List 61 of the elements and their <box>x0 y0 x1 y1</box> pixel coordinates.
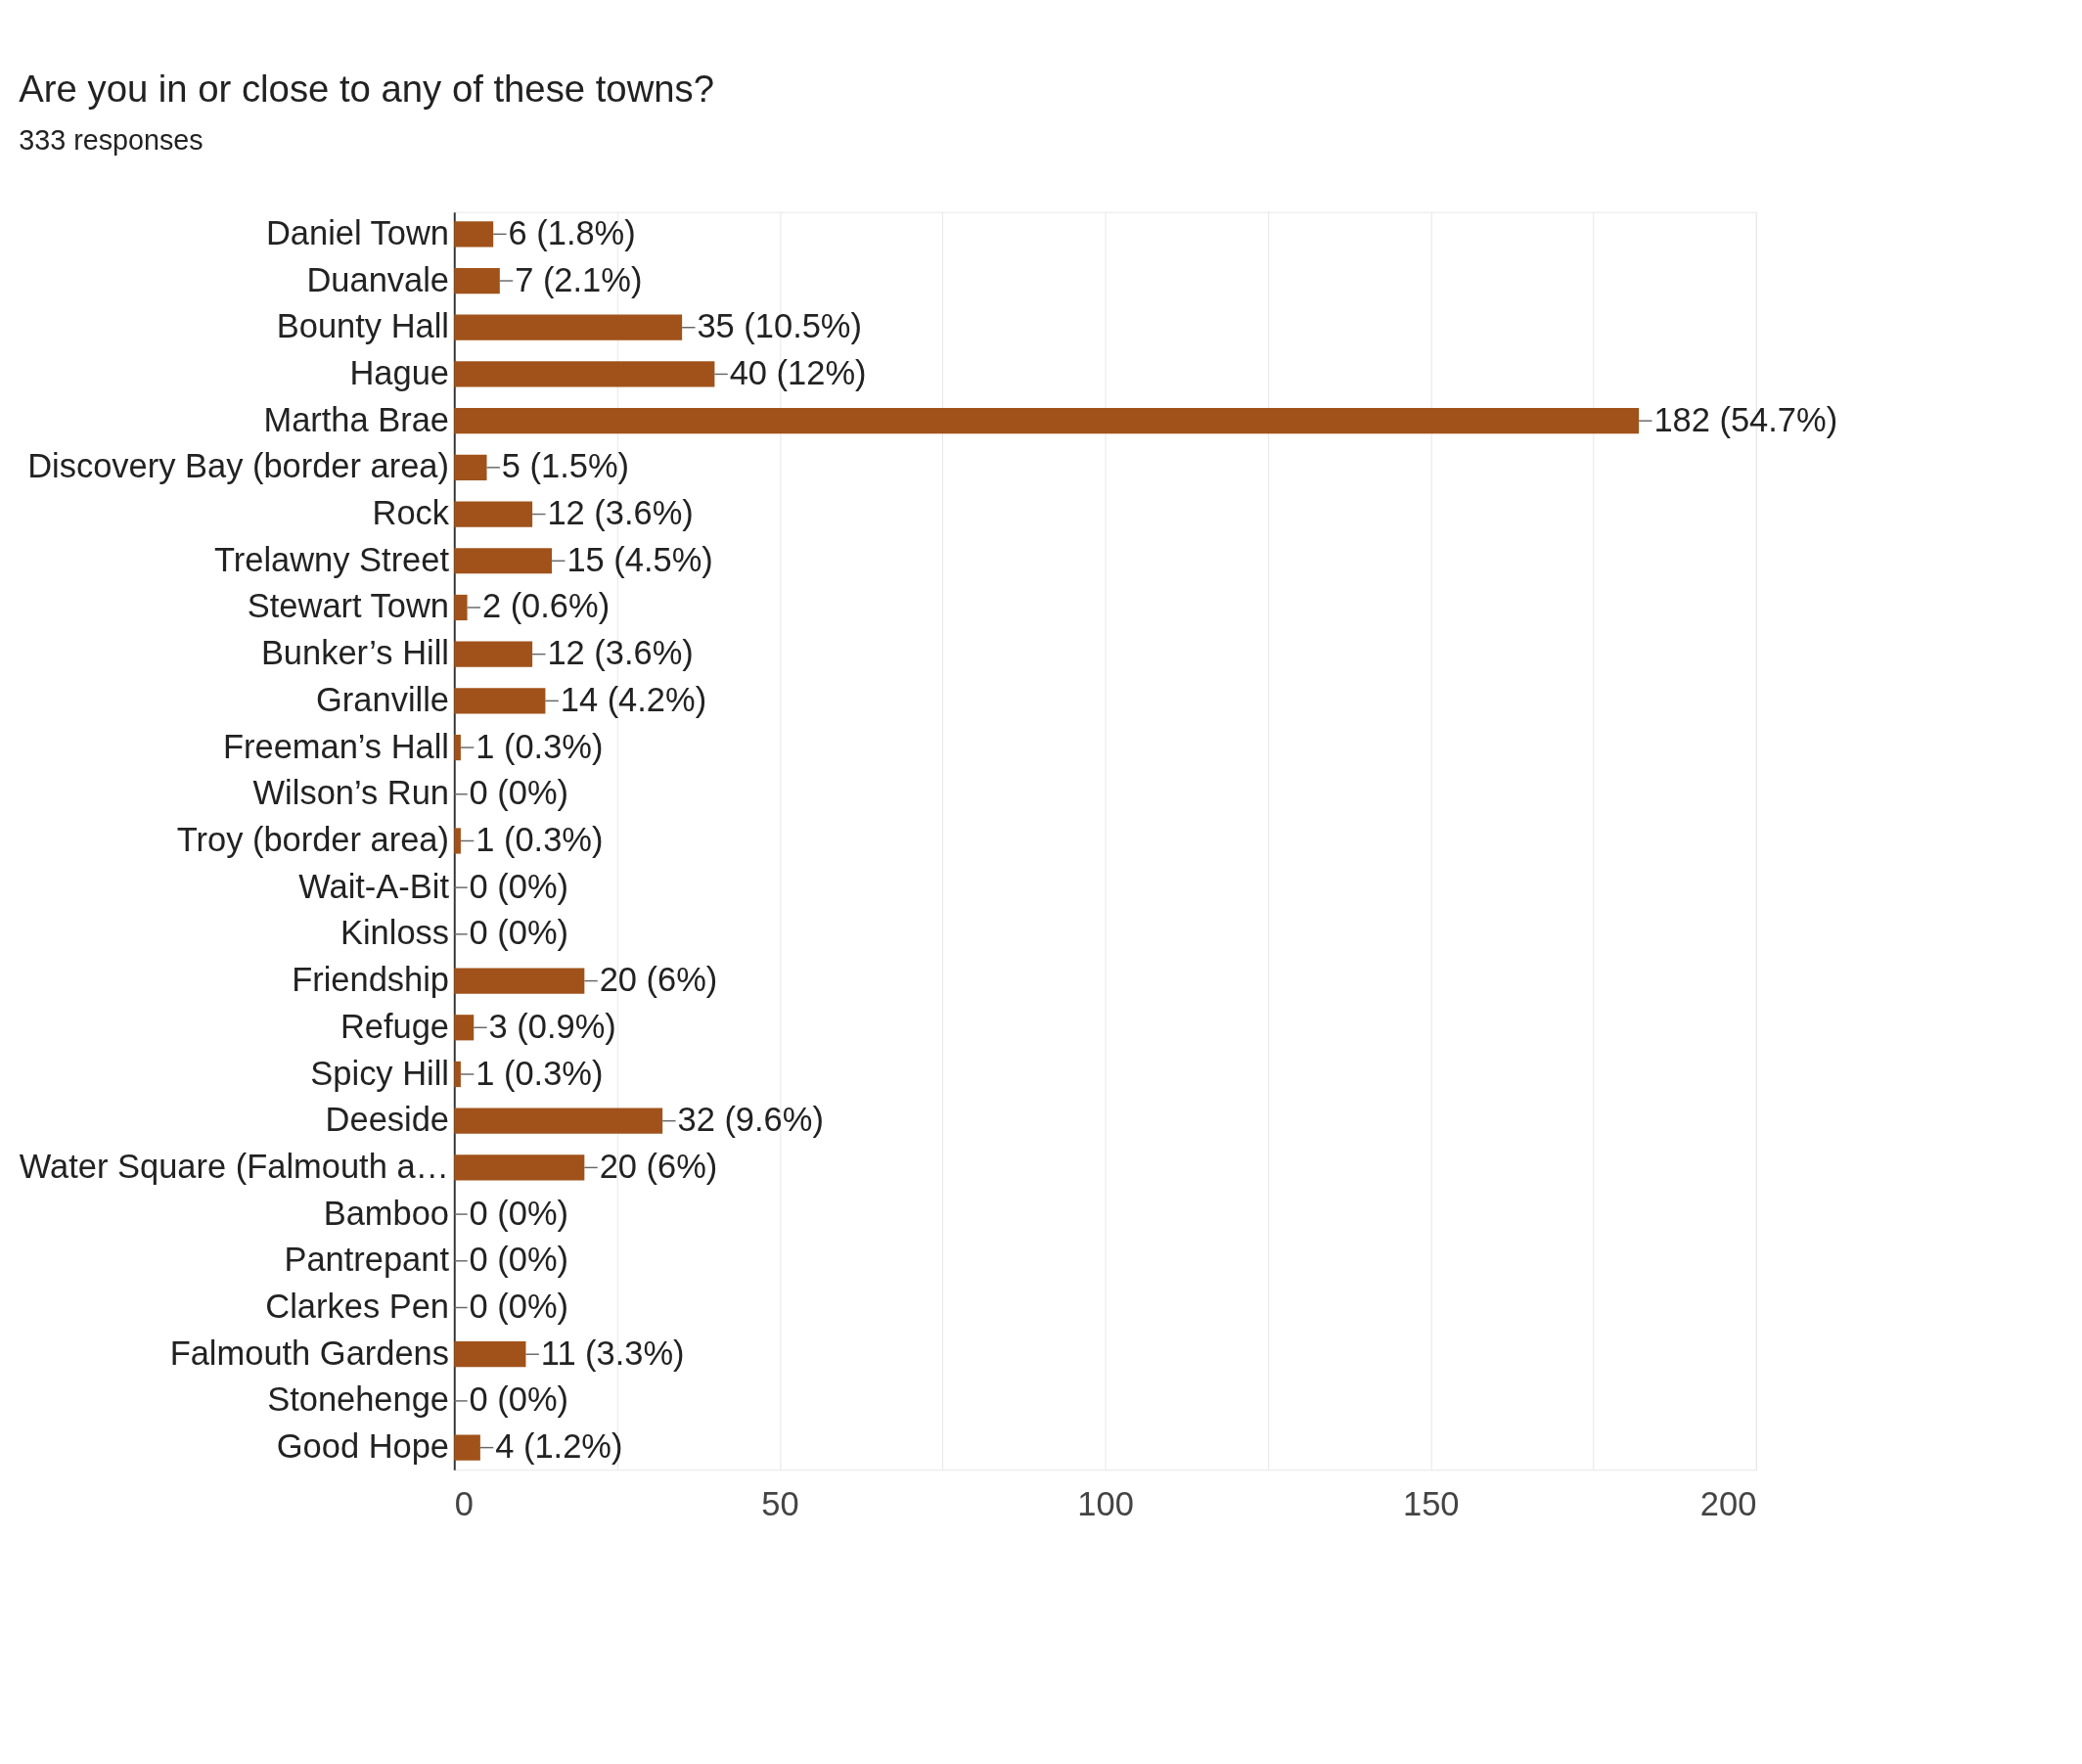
data-label: 15 (4.5%) <box>566 540 713 578</box>
data-label: 0 (0%) <box>469 774 569 812</box>
y-tick-label: Wait-A-Bit <box>298 867 450 905</box>
data-label: 20 (6%) <box>599 1147 718 1185</box>
data-label: 0 (0%) <box>469 1380 569 1419</box>
data-label: 182 (54.7%) <box>1653 400 1838 438</box>
x-tick-label: 100 <box>1077 1484 1134 1522</box>
data-label: 1 (0.3%) <box>475 727 604 765</box>
y-tick-label: Discovery Bay (border area) <box>27 447 450 485</box>
data-label: 4 (1.2%) <box>495 1427 623 1466</box>
y-tick-label: Stewart Town <box>247 587 450 625</box>
y-tick-label: Wilson’s Run <box>252 774 450 812</box>
chart-title: Are you in or close to any of these towns? <box>19 67 715 110</box>
data-label: 32 (9.6%) <box>677 1101 824 1139</box>
y-tick-label: Granville <box>316 680 450 718</box>
data-label: 35 (10.5%) <box>697 307 862 345</box>
y-tick-label: Rock <box>372 494 450 532</box>
data-label: 12 (3.6%) <box>547 634 694 672</box>
data-label: 11 (3.3%) <box>540 1334 685 1372</box>
data-label: 40 (12%) <box>729 353 867 391</box>
y-tick-label: Bamboo <box>323 1194 450 1232</box>
y-tick-label: Refuge <box>339 1007 450 1045</box>
data-label: 1 (0.3%) <box>475 1054 604 1092</box>
data-label: 0 (0%) <box>469 1241 569 1279</box>
x-tick-label: 150 <box>1402 1484 1460 1522</box>
x-tick-label: 50 <box>761 1484 799 1522</box>
data-label: 14 (4.2%) <box>560 680 707 718</box>
data-label: 20 (6%) <box>599 961 718 999</box>
y-tick-label: Water Square (Falmouth a… <box>19 1147 450 1185</box>
text: 333 responses <box>19 124 204 157</box>
x-tick-label: 0 <box>454 1484 474 1522</box>
y-tick-label: Kinloss <box>339 914 450 952</box>
y-tick-label: Friendship <box>292 961 450 999</box>
data-label: 0 (0%) <box>469 867 569 905</box>
y-tick-label: Hague <box>349 353 450 391</box>
data-label: 0 (0%) <box>469 1194 569 1232</box>
data-label: 3 (0.9%) <box>488 1007 616 1045</box>
y-tick-label: Pantrepant <box>284 1241 450 1279</box>
y-tick-label: Spicy Hill <box>310 1054 450 1092</box>
x-tick-label: 200 <box>1699 1484 1757 1522</box>
data-label: 7 (2.1%) <box>515 260 643 298</box>
y-tick-label: Bounty Hall <box>276 307 450 345</box>
y-tick-label: Trelawny Street <box>214 540 450 578</box>
data-label: 6 (1.8%) <box>508 213 636 251</box>
y-tick-label: Bunker’s Hill <box>260 634 450 672</box>
data-label: 5 (1.5%) <box>501 447 630 485</box>
data-label: 0 (0%) <box>469 914 569 952</box>
data-label: 1 (0.3%) <box>475 821 604 858</box>
y-tick-label: Falmouth Gardens <box>169 1334 450 1372</box>
y-tick-label: Duanvale <box>306 260 450 298</box>
y-tick-label: Good Hope <box>276 1427 450 1466</box>
data-label: 2 (0.6%) <box>481 587 611 625</box>
y-tick-label: Daniel Town <box>265 213 450 251</box>
y-tick-label: Freeman’s Hall <box>222 727 450 765</box>
data-label: 0 (0%) <box>469 1288 569 1326</box>
y-tick-label: Stonehenge <box>267 1380 450 1419</box>
y-tick-label: Martha Brae <box>263 400 450 438</box>
y-tick-label: Troy (border area) <box>176 821 450 858</box>
y-tick-label: Clarkes Pen <box>265 1288 450 1326</box>
y-tick-label: Deeside <box>325 1101 450 1139</box>
data-label: 12 (3.6%) <box>547 494 694 532</box>
